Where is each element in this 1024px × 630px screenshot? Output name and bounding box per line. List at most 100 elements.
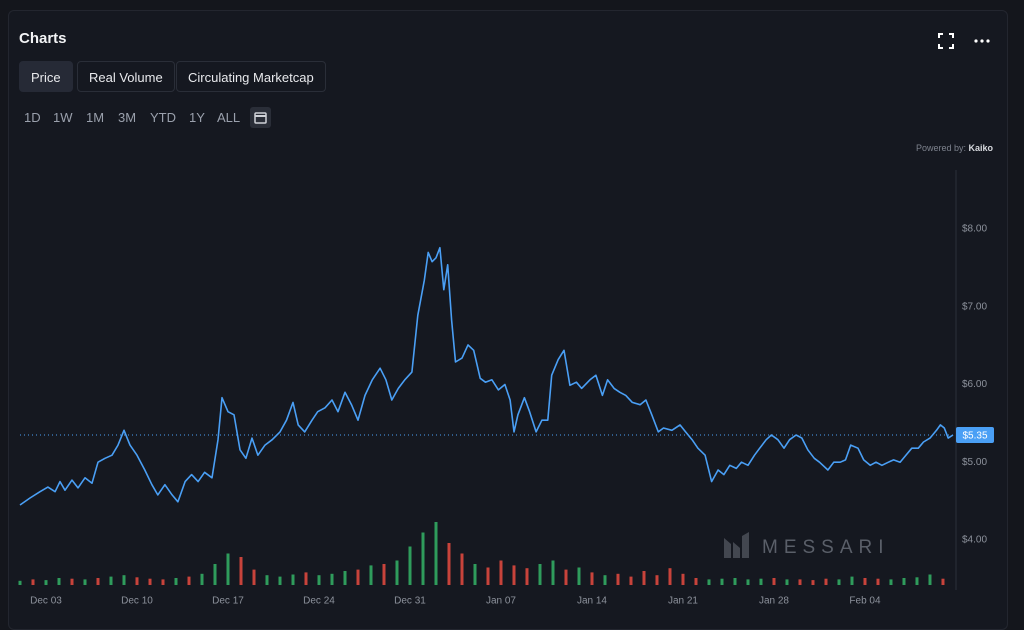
volume-bar [837, 579, 841, 585]
volume-bar [603, 575, 607, 585]
watermark: MESSARI [762, 537, 890, 558]
volume-bar [681, 573, 685, 585]
x-tick-label: Feb 04 [849, 596, 881, 607]
tab[interactable]: Price [19, 61, 73, 92]
volume-bar [473, 564, 477, 585]
volume-bar [356, 569, 360, 585]
range-button[interactable]: 1Y [189, 110, 205, 125]
x-tick-label: Dec 17 [212, 596, 244, 607]
volume-bar [18, 580, 22, 585]
x-tick-label: Jan 07 [486, 596, 516, 607]
x-tick-label: Dec 24 [303, 596, 335, 607]
volume-bar [122, 575, 126, 585]
volume-bar [317, 575, 321, 585]
volume-bar [252, 569, 256, 585]
volume-bar [850, 576, 854, 585]
volume-bar [96, 578, 100, 585]
volume-bar [668, 568, 672, 585]
volume-bar [330, 573, 334, 585]
volume-bar [616, 573, 620, 585]
volume-bar [941, 578, 945, 585]
volume-bar [798, 579, 802, 585]
volume-bar [83, 579, 87, 585]
volume-bar [694, 578, 698, 585]
chart-card: Charts Price Real Volume Circulating Marke… [8, 10, 1008, 630]
powered-by: Powered by: Kaiko [916, 143, 993, 153]
range-button[interactable]: 3M [118, 110, 137, 125]
volume-bar [265, 575, 269, 585]
volume-bar [876, 578, 880, 585]
y-tick-label: $8.00 [962, 224, 987, 235]
volume-bar [57, 578, 61, 585]
volume-bar [590, 572, 594, 585]
volume-bar [538, 564, 542, 585]
card-title: Charts [19, 30, 67, 47]
x-tick-label: Jan 21 [668, 596, 698, 607]
volume-bar [512, 565, 516, 585]
volume-bar [200, 573, 204, 585]
volume-bar [382, 564, 386, 585]
volume-bar [759, 578, 763, 585]
y-tick-label: $7.00 [962, 301, 987, 312]
x-tick-label: Dec 31 [394, 596, 426, 607]
volume-bar [135, 577, 139, 585]
volume-bar [915, 577, 919, 585]
tab[interactable]: Real Volume [77, 61, 175, 92]
y-tick-label: $6.00 [962, 379, 987, 390]
volume-bar [525, 568, 529, 585]
volume-bar [239, 557, 243, 585]
volume-bar [499, 560, 503, 585]
volume-bar [889, 579, 893, 585]
volume-bar [772, 578, 776, 585]
range-button[interactable]: 1M [86, 110, 105, 125]
x-tick-label: Jan 14 [577, 596, 607, 607]
volume-bar [486, 567, 490, 585]
tab[interactable]: Circulating Marketcap [176, 61, 326, 92]
x-tick-label: Dec 10 [121, 596, 153, 607]
card-icons[interactable] [937, 32, 997, 50]
volume-bar [811, 580, 815, 585]
volume-bar [408, 546, 412, 585]
provider: Kaiko [968, 143, 993, 153]
range-button[interactable]: 1W [53, 110, 73, 125]
volume-bar [629, 576, 633, 585]
volume-bar [291, 574, 295, 585]
powered-label: Powered by: [915, 143, 966, 153]
volume-bar [655, 575, 659, 585]
y-tick-label: $4.00 [962, 535, 987, 546]
x-tick-label: Dec 03 [30, 596, 62, 607]
range-button[interactable]: 1D [24, 110, 41, 125]
volume-bar [395, 560, 399, 585]
volume-bar [564, 569, 568, 585]
volume-bar [902, 578, 906, 585]
volume-bar [369, 565, 373, 585]
range-button[interactable]: YTD [150, 110, 176, 125]
volume-bar [577, 567, 581, 585]
last-price-label: $5.35 [962, 431, 987, 442]
volume-bar [551, 560, 555, 585]
calendar-icon [254, 112, 267, 124]
watermark-logo [724, 532, 749, 558]
volume-bar [226, 553, 230, 585]
volume-bar [213, 564, 217, 585]
x-tick-label: Jan 28 [759, 596, 789, 607]
calendar-button[interactable] [250, 107, 271, 128]
volume-bar [733, 578, 737, 585]
volume-bar [278, 576, 282, 585]
range-button[interactable]: ALL [217, 110, 241, 125]
volume-bar [187, 576, 191, 585]
last-price-tag [956, 427, 994, 444]
volume-bar [421, 532, 425, 585]
volume-bar [720, 578, 724, 585]
volume-bar [343, 571, 347, 585]
volume-bar [447, 543, 451, 585]
volume-bar [707, 579, 711, 585]
volume-bar [70, 578, 74, 585]
volume-bar [824, 578, 828, 585]
volume-bar [746, 579, 750, 585]
volume-bar [109, 576, 113, 585]
volume-bar [785, 579, 789, 585]
price-line [19, 246, 954, 506]
volume-bar [460, 553, 464, 585]
